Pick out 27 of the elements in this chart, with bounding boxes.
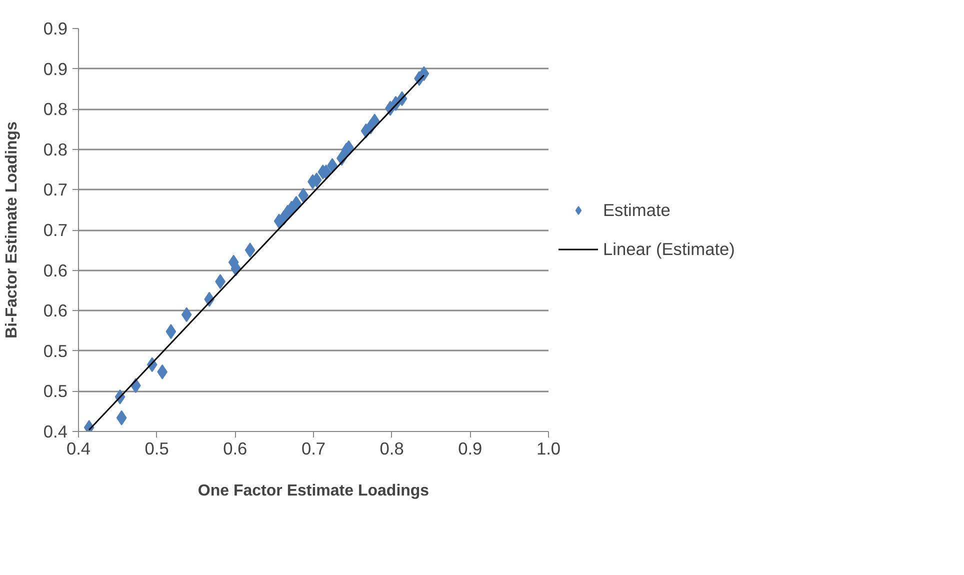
y-tick-label: 0.8	[43, 139, 68, 160]
legend-label: Linear (Estimate)	[603, 238, 735, 260]
point	[116, 410, 127, 426]
y-axis-title: Bi-Factor Estimate Loadings	[3, 121, 20, 338]
x-tick-label: 0.6	[223, 438, 248, 458]
legend-label: Estimate	[603, 200, 670, 220]
y-tick-label: 0.8	[43, 99, 68, 120]
x-tick-label: 0.8	[380, 438, 404, 458]
y-tick-label: 0.5	[43, 340, 68, 361]
x-tick-label: 0.9	[458, 438, 482, 458]
x-tick-label: 1.0	[536, 438, 561, 458]
y-tick-label: 0.7	[43, 220, 68, 240]
point	[166, 324, 176, 340]
y-tick-label: 0.6	[43, 300, 68, 321]
point	[181, 307, 192, 322]
point	[418, 66, 430, 82]
x-tick-label: 0.7	[301, 438, 326, 458]
y-tick-label: 0.6	[43, 260, 68, 280]
y-tick-label: 0.7	[43, 180, 68, 200]
x-axis-title: One Factor Estimate Loadings	[198, 482, 430, 500]
y-tick-label: 0.5	[43, 381, 68, 402]
x-tick-label: 0.4	[66, 438, 91, 458]
y-tick-label: 0.9	[43, 18, 68, 38]
y-tick-label: 0.4	[43, 422, 68, 442]
x-tick-label: 0.5	[144, 438, 169, 458]
point	[244, 242, 256, 258]
y-tick-label: 0.9	[43, 58, 68, 79]
